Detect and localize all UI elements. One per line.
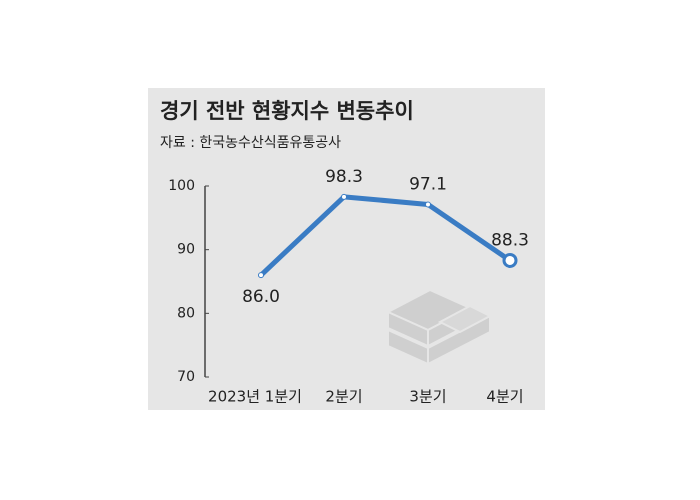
y-tick-label: 80 [177,305,195,321]
x-tick-label: 4분기 [486,388,523,406]
y-tick-label: 90 [177,242,195,258]
x-tick-label: 3분기 [409,388,446,406]
x-tick-label: 2분기 [325,388,362,406]
y-tick-label: 70 [177,369,195,385]
data-point [258,272,264,279]
box-icon [385,288,493,366]
data-label: 88.3 [491,230,529,250]
x-tick-label: 2023년 1분기 [208,388,302,406]
data-line [259,194,512,277]
data-label: 98.3 [325,167,363,187]
data-point [425,201,431,208]
chart-subtitle: 자료 : 한국농수산식품유통공사 [160,135,341,151]
data-label: 86.0 [242,287,280,307]
data-label: 97.1 [409,174,447,194]
chart-title: 경기 전반 현황지수 변동추이 [160,99,414,123]
data-point [341,193,347,200]
y-tick-label: 100 [168,178,195,194]
panel [148,88,545,410]
data-point [502,252,518,268]
